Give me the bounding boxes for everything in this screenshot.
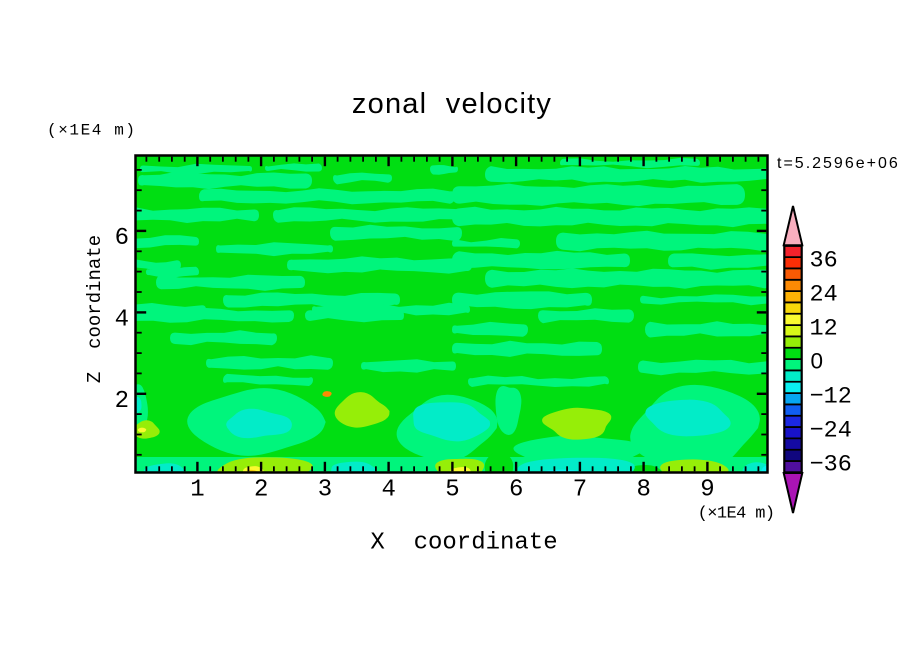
svg-text:−24: −24	[810, 417, 852, 444]
svg-text:6: 6	[509, 477, 523, 504]
svg-text:12: 12	[810, 315, 838, 342]
svg-text:24: 24	[810, 281, 838, 308]
svg-text:6: 6	[115, 225, 129, 252]
svg-text:zonal velocity: zonal velocity	[352, 88, 552, 120]
svg-text:5: 5	[445, 477, 459, 504]
svg-text:4: 4	[115, 306, 129, 333]
svg-text:7: 7	[573, 477, 587, 504]
svg-text:−36: −36	[810, 451, 852, 478]
svg-text:4: 4	[381, 477, 395, 504]
svg-text:(×1E4 m): (×1E4 m)	[698, 505, 775, 524]
svg-text:9: 9	[700, 477, 714, 504]
svg-text:1: 1	[190, 477, 204, 504]
svg-text:2: 2	[254, 477, 268, 504]
svg-text:−12: −12	[810, 383, 852, 410]
svg-text:3: 3	[318, 477, 332, 504]
svg-text:X coordinate: X coordinate	[370, 530, 557, 557]
svg-text:8: 8	[636, 477, 650, 504]
svg-text:t=5.2596e+06: t=5.2596e+06	[777, 155, 900, 172]
svg-text:36: 36	[810, 247, 838, 274]
svg-text:2: 2	[115, 388, 129, 415]
svg-text:(×1E4 m): (×1E4 m)	[47, 122, 137, 140]
svg-text:Z coordinate: Z coordinate	[84, 235, 106, 383]
svg-text:0: 0	[811, 348, 824, 373]
